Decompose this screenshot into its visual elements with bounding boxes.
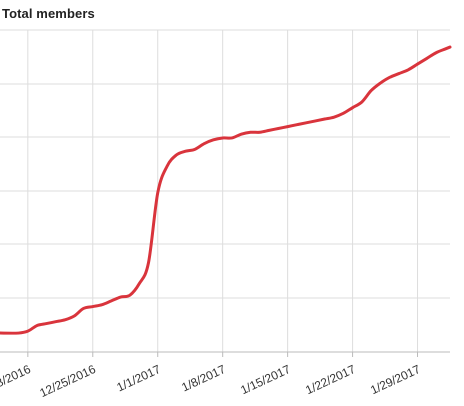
x-tick-label: 1/15/2017	[238, 362, 293, 397]
x-axis	[0, 351, 450, 357]
chart-title: Total members	[2, 6, 95, 21]
series-layer	[0, 45, 452, 335]
x-tick-label: 1/29/2017	[368, 362, 423, 397]
grid-lines	[0, 29, 450, 352]
x-tick-label: 12/18/2016	[0, 362, 33, 400]
x-tick-label: 1/22/2017	[303, 362, 358, 397]
series-line	[0, 45, 452, 335]
x-tick-label: 1/1/2017	[114, 362, 163, 395]
x-tick-label: 1/8/2017	[179, 362, 228, 395]
x-tick-labels: 12/18/2016 12/25/2016 1/1/2017 1/8/2017 1/15…	[0, 362, 423, 400]
x-tick-label: 12/25/2016	[37, 362, 98, 400]
